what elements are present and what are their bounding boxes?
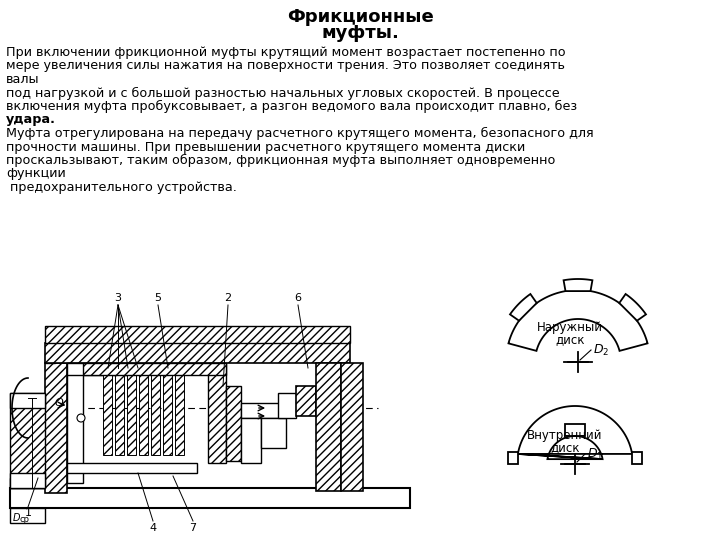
Bar [261,418,286,448]
Text: 6: 6 [294,293,302,303]
Bar [341,363,363,491]
Polygon shape [510,294,536,321]
Bar [241,403,286,418]
Bar [208,363,226,463]
Bar [241,418,261,463]
Bar [10,508,45,523]
Text: Внутренний: Внутренний [527,429,603,442]
Text: прочности машины. При превышении расчетного крутящего момента диски: прочности машины. При превышении расчетн… [6,140,526,153]
Text: диск: диск [555,333,585,346]
Text: диск: диск [550,441,580,454]
Text: 1: 1 [24,508,32,518]
Text: 2: 2 [225,293,232,303]
Bar [163,375,172,455]
Bar [67,363,132,375]
Text: 5: 5 [155,293,161,303]
Bar [127,375,136,455]
Text: включения муфта пробуксовывает, а разгон ведомого вала происходит плавно, без: включения муфта пробуксовывает, а разгон… [6,100,577,113]
Text: функции: функции [6,167,66,180]
Text: мере увеличения силы нажатия на поверхности трения. Это позволяет соединять: мере увеличения силы нажатия на поверхно… [6,59,565,72]
Bar [10,393,45,408]
Text: Муфта отрегулирована на передачу расчетного крутящего момента, безопасного для: Муфта отрегулирована на передачу расчетн… [6,127,593,140]
Polygon shape [632,452,642,464]
Bar [83,363,226,375]
Text: под нагрузкой и с большой разностью начальных угловых скоростей. В процессе: под нагрузкой и с большой разностью нача… [6,86,559,99]
Text: предохранительного устройства.: предохранительного устройства. [6,181,237,194]
Text: 4: 4 [150,523,156,533]
Bar [296,386,316,416]
Bar [151,375,160,455]
Bar [175,375,184,455]
Bar [10,488,410,508]
Bar [10,393,45,488]
Text: муфты.: муфты. [321,24,399,42]
Text: 3: 3 [114,293,122,303]
Polygon shape [508,290,647,351]
Bar [67,463,197,473]
Polygon shape [564,279,593,291]
Text: валы: валы [6,73,40,86]
Bar [316,363,341,491]
Bar [139,375,148,455]
Text: $D_1$: $D_1$ [587,447,603,462]
Text: 7: 7 [189,523,197,533]
Bar [45,363,67,493]
Bar [45,343,350,363]
Polygon shape [565,424,585,436]
Bar [10,473,45,488]
Bar [10,478,45,488]
Circle shape [77,414,85,422]
Text: Фрикционные: Фрикционные [287,8,433,26]
Bar [45,326,350,343]
Text: $D_2$: $D_2$ [593,342,609,357]
Polygon shape [619,294,646,321]
Bar [45,353,55,363]
Text: При включении фрикционной муфты крутящий момент возрастает постепенно по: При включении фрикционной муфты крутящий… [6,46,566,59]
Bar [115,375,124,455]
Bar [226,386,241,461]
Polygon shape [518,406,632,459]
Text: Наружный: Наружный [537,321,603,334]
Text: Q: Q [55,398,63,408]
Polygon shape [508,452,518,464]
Text: D: D [13,513,20,523]
Text: удара.: удара. [6,113,56,126]
Text: ср: ср [19,515,29,524]
Bar [278,393,296,418]
Bar [67,363,83,483]
Bar [103,375,112,455]
Text: проскальзывают, таким образом, фрикционная муфта выполняет одновременно: проскальзывают, таким образом, фрикционн… [6,154,555,167]
